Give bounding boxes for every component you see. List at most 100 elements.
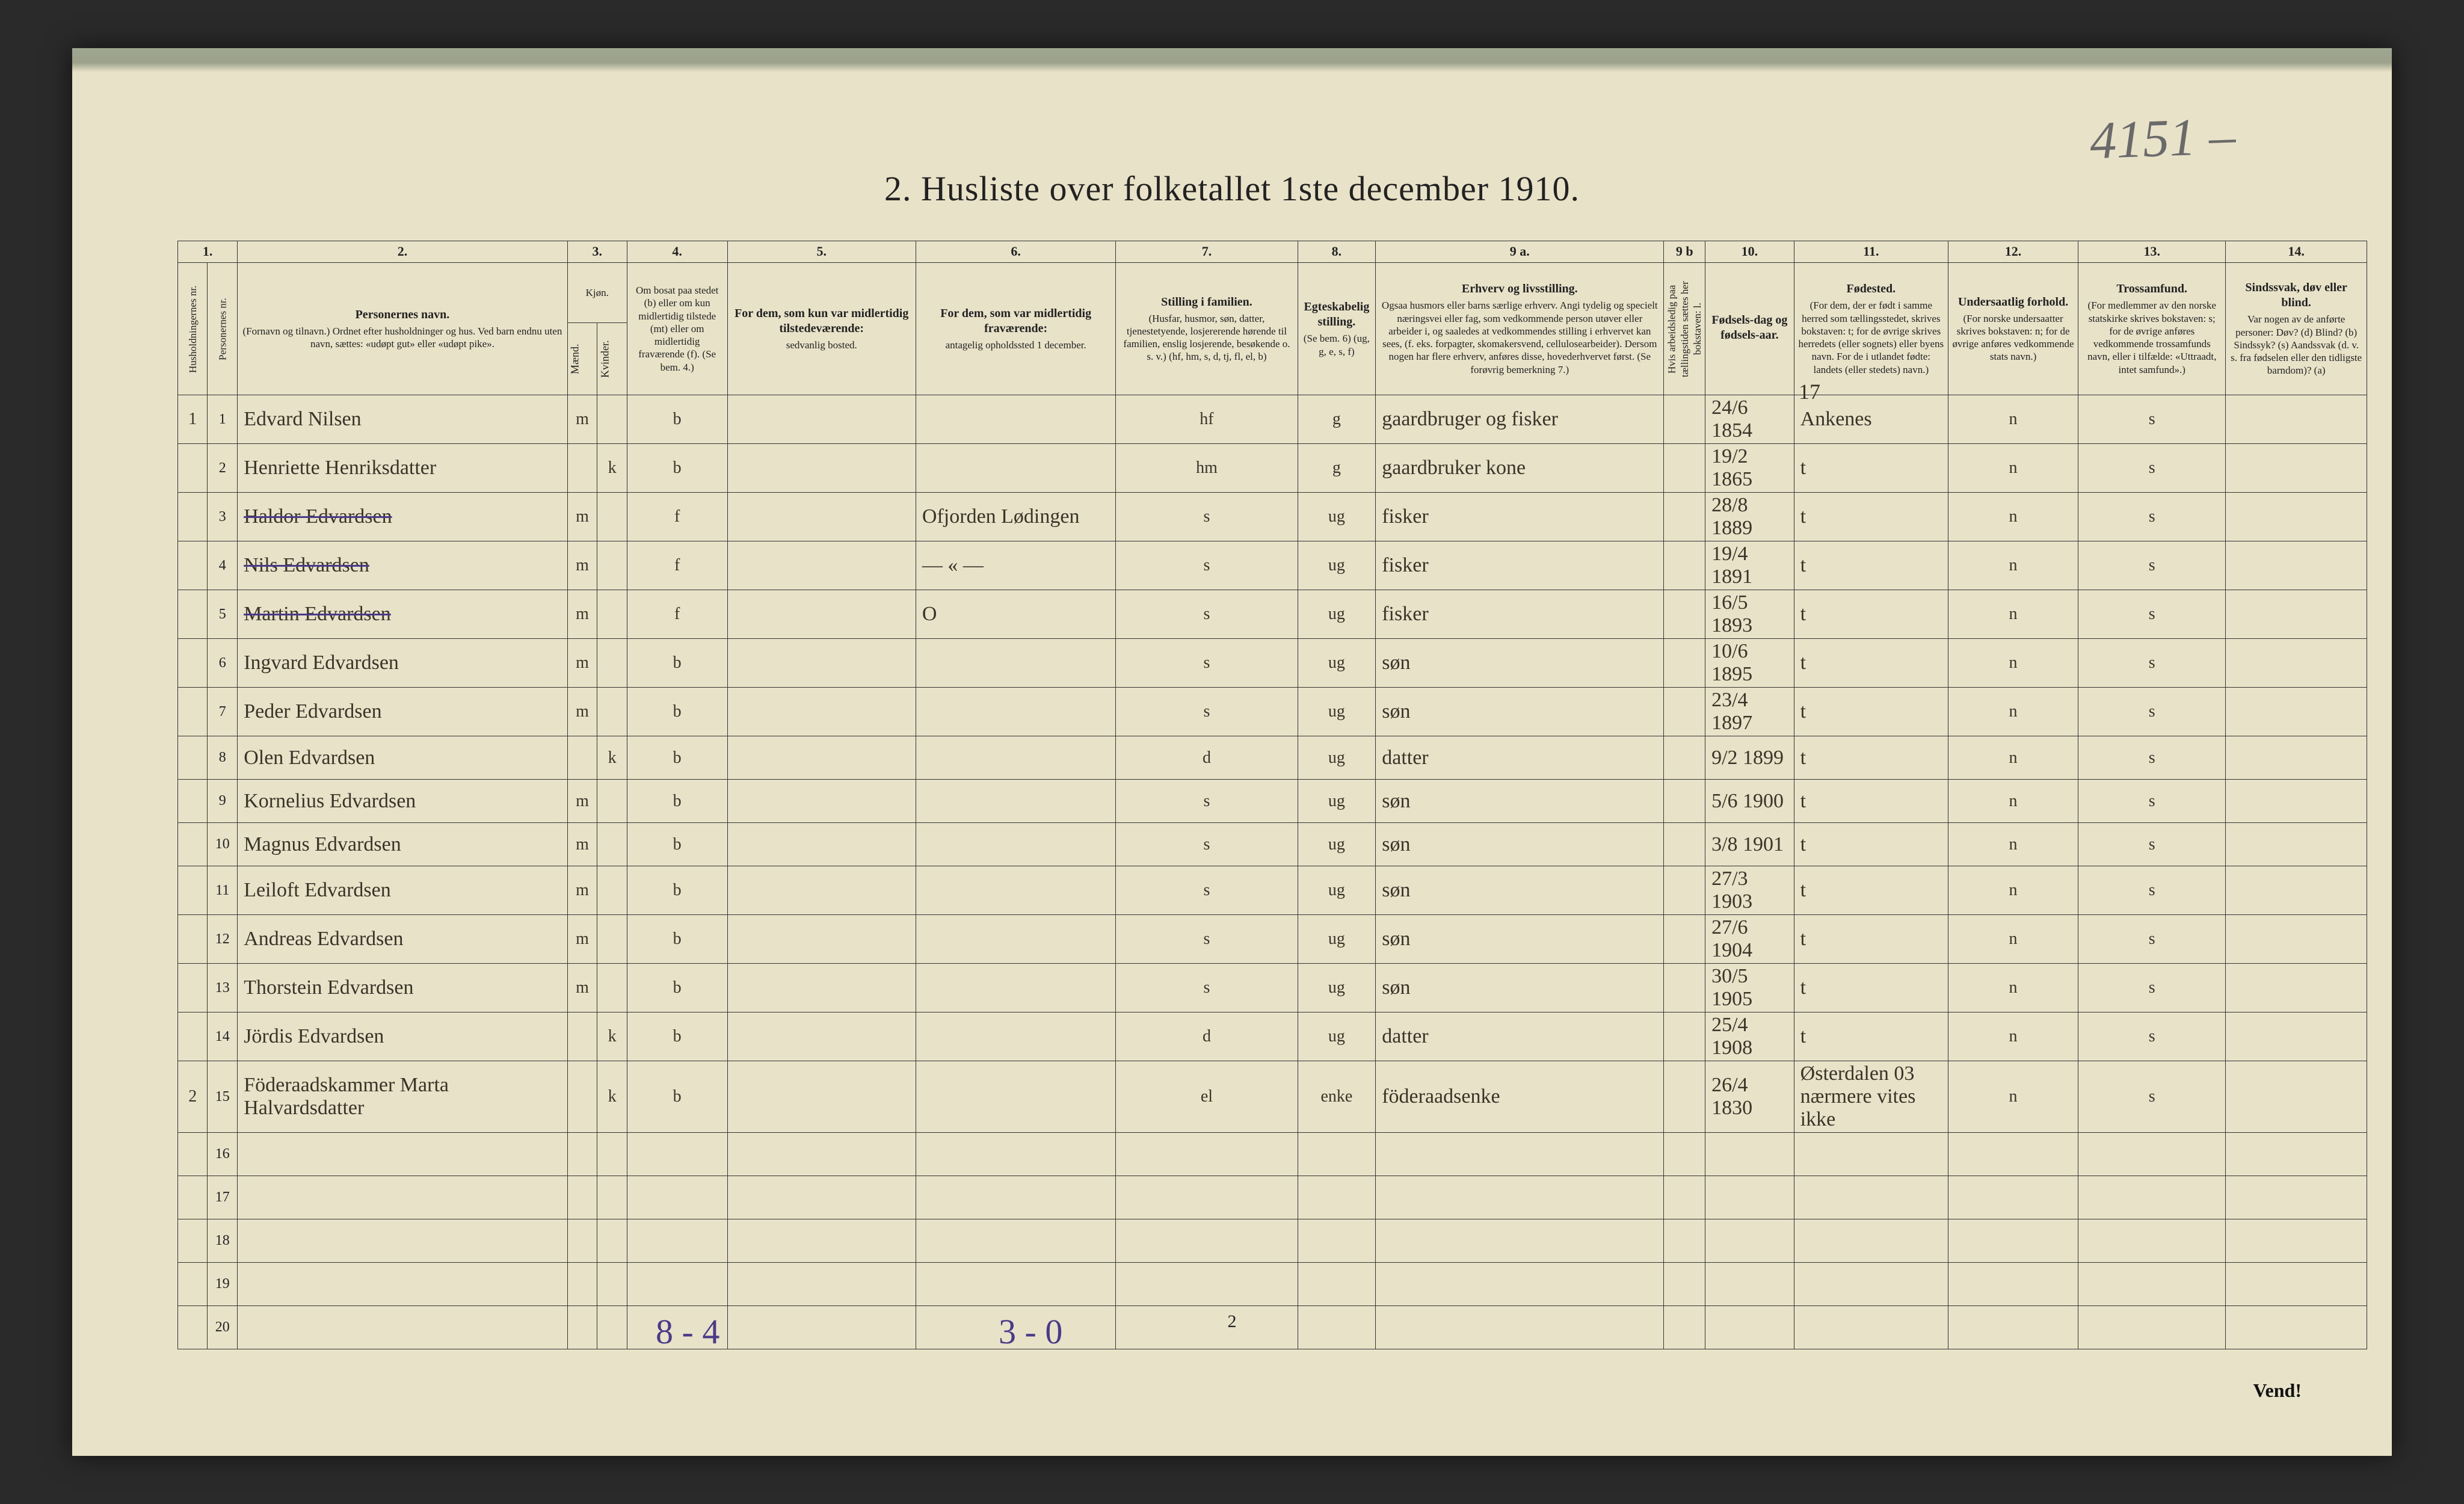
cell-fodsel: 30/5 1905: [1705, 964, 1794, 1012]
cell-empty: [238, 1263, 568, 1306]
hdr-c11: Fødested. (For dem, der er født i samme …: [1794, 263, 1948, 395]
cell-hh: 1: [178, 395, 208, 444]
cell-c6: [916, 964, 1115, 1012]
hdr-c9a-main: Erhverv og livsstilling.: [1379, 282, 1660, 297]
cell-bmt: b: [627, 964, 727, 1012]
cell-tros: s: [2078, 444, 2226, 493]
cell-c9b: [1664, 823, 1705, 866]
cell-fodested: t: [1794, 866, 1948, 915]
cell-c14: [2226, 1012, 2367, 1061]
cell-empty: 19: [208, 1263, 238, 1306]
table-row: 4Nils Edvardsenmf— « —sugfisker19/4 1891…: [178, 541, 2367, 590]
cell-empty: [727, 1176, 916, 1219]
cell-fam: s: [1116, 541, 1298, 590]
cell-empty: [1794, 1219, 1948, 1263]
hdr-pers-nr: Personernes nr.: [208, 263, 238, 395]
cell-c9b: [1664, 964, 1705, 1012]
cell-fodested: t: [1794, 964, 1948, 1012]
cell-empty: [627, 1263, 727, 1306]
cell-name: Martin Edvardsen: [238, 590, 568, 639]
cell-hh: [178, 823, 208, 866]
cell-empty: [597, 1306, 627, 1349]
cell-fodested: t: [1794, 639, 1948, 688]
cell-fodested: Ankenes: [1794, 395, 1948, 444]
cell-fam: hm: [1116, 444, 1298, 493]
census-table: 1. 2. 3. 4. 5. 6. 7. 8. 9 a. 9 b 10. 11.…: [177, 241, 2367, 1349]
table-row: 3Haldor EdvardsenmfOfjorden Lødingensugf…: [178, 493, 2367, 541]
cell-name: Kornelius Edvardsen: [238, 780, 568, 823]
hdr-c13-main: Trossamfund.: [2082, 282, 2222, 297]
table-row: 215Föderaadskammer Marta Halvardsdatterk…: [178, 1061, 2367, 1133]
cell-sex-k: [597, 639, 627, 688]
cell-egte: ug: [1298, 823, 1376, 866]
cell-fodsel: 28/8 1889: [1705, 493, 1794, 541]
cell-hh: [178, 866, 208, 915]
cell-empty: [1376, 1133, 1664, 1176]
table-row-empty: 20: [178, 1306, 2367, 1349]
colnum-5: 5.: [727, 241, 916, 263]
cell-fodsel: 25/4 1908: [1705, 1012, 1794, 1061]
cell-empty: [2078, 1176, 2226, 1219]
cell-empty: [597, 1263, 627, 1306]
cell-unders: n: [1948, 1012, 2078, 1061]
cell-c9b: [1664, 395, 1705, 444]
cell-pn: 4: [208, 541, 238, 590]
cell-unders: n: [1948, 395, 2078, 444]
cell-fam: s: [1116, 915, 1298, 964]
cell-hh: [178, 1012, 208, 1061]
cell-empty: [1794, 1133, 1948, 1176]
cell-hh: [178, 590, 208, 639]
cell-c5: [727, 1061, 916, 1133]
cell-pn: 5: [208, 590, 238, 639]
cell-c6: [916, 395, 1115, 444]
cell-empty: [1376, 1219, 1664, 1263]
cell-unders: n: [1948, 823, 2078, 866]
cell-fodested: Østerdalen 03 nærmere vites ikke: [1794, 1061, 1948, 1133]
cell-name: Olen Edvardsen: [238, 736, 568, 780]
cell-empty: [2226, 1306, 2367, 1349]
cell-sex-m: m: [567, 964, 597, 1012]
cell-fam: s: [1116, 493, 1298, 541]
cell-unders: n: [1948, 964, 2078, 1012]
hdr-c8-main: Egteskabelig stilling.: [1302, 300, 1372, 330]
cell-fodsel: 19/4 1891: [1705, 541, 1794, 590]
cell-empty: [567, 1176, 597, 1219]
colnum-11: 11.: [1794, 241, 1948, 263]
cell-empty: [627, 1176, 727, 1219]
cell-sex-k: [597, 823, 627, 866]
cell-c5: [727, 395, 916, 444]
cell-empty: [727, 1263, 916, 1306]
cell-sex-m: m: [567, 493, 597, 541]
hdr-c6: For dem, som var midlertidig fraværende:…: [916, 263, 1115, 395]
cell-empty: [597, 1176, 627, 1219]
cell-empty: [1116, 1133, 1298, 1176]
cell-pn: 6: [208, 639, 238, 688]
table-row: 13Thorstein Edvardsenmbsugsøn30/5 1905tn…: [178, 964, 2367, 1012]
colnum-3: 3.: [567, 241, 627, 263]
cell-fodested: t: [1794, 688, 1948, 736]
cell-empty: [238, 1176, 568, 1219]
cell-fam: s: [1116, 964, 1298, 1012]
cell-pn: 9: [208, 780, 238, 823]
cell-empty: [1948, 1176, 2078, 1219]
cell-empty: [1664, 1263, 1705, 1306]
cell-empty: [1705, 1306, 1794, 1349]
table-row: 10Magnus Edvardsenmbsugsøn3/8 1901tns: [178, 823, 2367, 866]
cell-fam: hf: [1116, 395, 1298, 444]
cell-unders: n: [1948, 736, 2078, 780]
cell-c9b: [1664, 780, 1705, 823]
cell-empty: [1664, 1133, 1705, 1176]
cell-name: Magnus Edvardsen: [238, 823, 568, 866]
cell-empty: [1794, 1263, 1948, 1306]
cell-empty: [1948, 1219, 2078, 1263]
cell-bmt: b: [627, 395, 727, 444]
cell-tros: s: [2078, 493, 2226, 541]
cell-sex-k: [597, 780, 627, 823]
colnum-12: 12.: [1948, 241, 2078, 263]
cell-empty: [238, 1133, 568, 1176]
cell-sex-m: m: [567, 541, 597, 590]
hdr-c9a: Erhverv og livsstilling. Ogsaa husmors e…: [1376, 263, 1664, 395]
cell-erhverv: fisker: [1376, 541, 1664, 590]
cell-egte: ug: [1298, 1012, 1376, 1061]
cell-empty: 20: [208, 1306, 238, 1349]
